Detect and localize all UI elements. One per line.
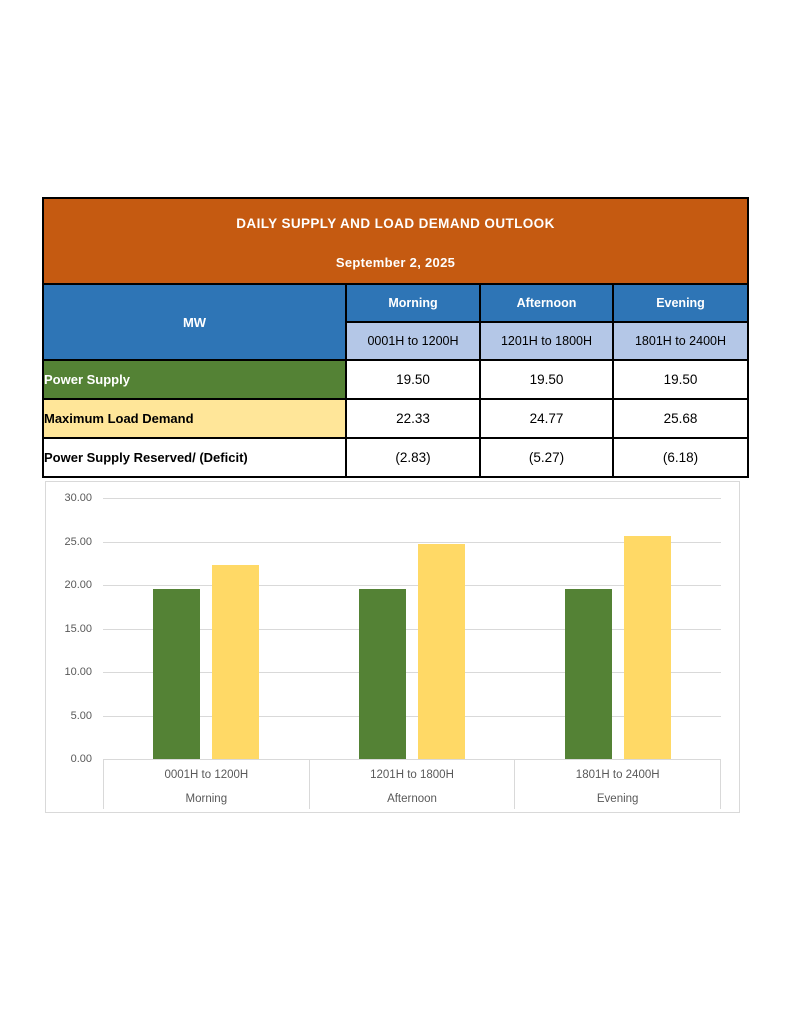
value-max-load-evening: 25.68	[612, 398, 749, 439]
x-category-period-label: Evening	[596, 793, 639, 805]
period-header-morning: Morning	[345, 283, 481, 323]
y-tick-label: 0.00	[70, 753, 92, 765]
banner-row: DAILY SUPPLY AND LOAD DEMAND OUTLOOK Sep…	[42, 197, 749, 285]
gridline	[103, 498, 721, 499]
table-row-reserve-deficit: Power Supply Reserved/ (Deficit) (2.83) …	[42, 437, 749, 478]
chart-y-axis: 0.00 5.00 10.00 15.00 20.00 25.00 30.00	[46, 482, 92, 812]
row-label-reserve-deficit: Power Supply Reserved/ (Deficit)	[42, 437, 347, 478]
hours-header-afternoon: 1201H to 1800H	[479, 321, 614, 361]
table-row-max-load-demand: Maximum Load Demand 22.33 24.77 25.68	[42, 398, 749, 439]
chart-plot	[103, 498, 721, 759]
value-power-supply-afternoon: 19.50	[479, 359, 614, 400]
x-category-period-label: Afternoon	[387, 793, 437, 805]
value-max-load-afternoon: 24.77	[479, 398, 614, 439]
y-tick-label: 30.00	[64, 492, 92, 504]
x-category-hours-label: 1801H to 2400H	[575, 769, 660, 781]
period-header-afternoon: Afternoon	[479, 283, 614, 323]
hours-header-evening: 1801H to 2400H	[612, 321, 749, 361]
bar-maximum-load-demand-1	[418, 543, 465, 759]
period-header-evening: Evening	[612, 283, 749, 323]
bar-maximum-load-demand-0	[212, 564, 259, 759]
gridline	[103, 628, 721, 630]
x-category-morning: 0001H to 1200H Morning	[104, 760, 310, 809]
outlook-table: DAILY SUPPLY AND LOAD DEMAND OUTLOOK Sep…	[42, 197, 749, 478]
bar-power-supply-2	[565, 589, 612, 759]
value-reserve-afternoon: (5.27)	[479, 437, 614, 478]
gridline	[103, 585, 721, 586]
banner-cell: DAILY SUPPLY AND LOAD DEMAND OUTLOOK Sep…	[42, 197, 749, 285]
supply-demand-bar-chart: 0.00 5.00 10.00 15.00 20.00 25.00 30.00 0001H …	[45, 481, 740, 813]
gridline	[103, 541, 721, 543]
value-power-supply-evening: 19.50	[612, 359, 749, 400]
value-reserve-evening: (6.18)	[612, 437, 749, 478]
period-header-row: MW Morning Afternoon Evening	[42, 283, 749, 361]
x-category-evening: 1801H to 2400H Evening	[515, 760, 720, 809]
y-tick-label: 10.00	[64, 666, 92, 678]
y-tick-label: 5.00	[70, 709, 92, 722]
x-category-hours-label: 0001H to 1200H	[164, 769, 249, 781]
value-reserve-morning: (2.83)	[345, 437, 481, 478]
row-label-power-supply: Power Supply	[42, 359, 347, 400]
gridline	[103, 672, 721, 673]
x-category-hours-label: 1201H to 1800H	[370, 769, 454, 781]
y-tick-label: 15.00	[64, 622, 92, 635]
unit-header-cell: MW	[42, 283, 347, 361]
gridline	[103, 715, 721, 717]
report-title: DAILY SUPPLY AND LOAD DEMAND OUTLOOK	[236, 215, 555, 231]
bar-power-supply-1	[359, 589, 406, 759]
bar-power-supply-0	[153, 589, 200, 759]
hours-header-row: 0001H to 1200H 1201H to 1800H 1801H to 2…	[43, 321, 749, 361]
hours-header-morning: 0001H to 1200H	[345, 321, 481, 361]
value-max-load-morning: 22.33	[345, 398, 481, 439]
y-tick-label: 20.00	[64, 579, 92, 591]
value-power-supply-morning: 19.50	[345, 359, 481, 400]
chart-x-axis: 0001H to 1200H Morning 1201H to 1800H After…	[103, 759, 721, 809]
y-tick-label: 25.00	[64, 535, 92, 548]
table-row-power-supply: Power Supply 19.50 19.50 19.50	[42, 359, 749, 400]
row-label-max-load-demand: Maximum Load Demand	[42, 398, 347, 439]
bar-maximum-load-demand-2	[624, 535, 671, 759]
x-category-period-label: Morning	[185, 793, 228, 805]
x-category-afternoon: 1201H to 1800H Afternoon	[310, 760, 516, 809]
report-date: September 2, 2025	[335, 254, 456, 270]
